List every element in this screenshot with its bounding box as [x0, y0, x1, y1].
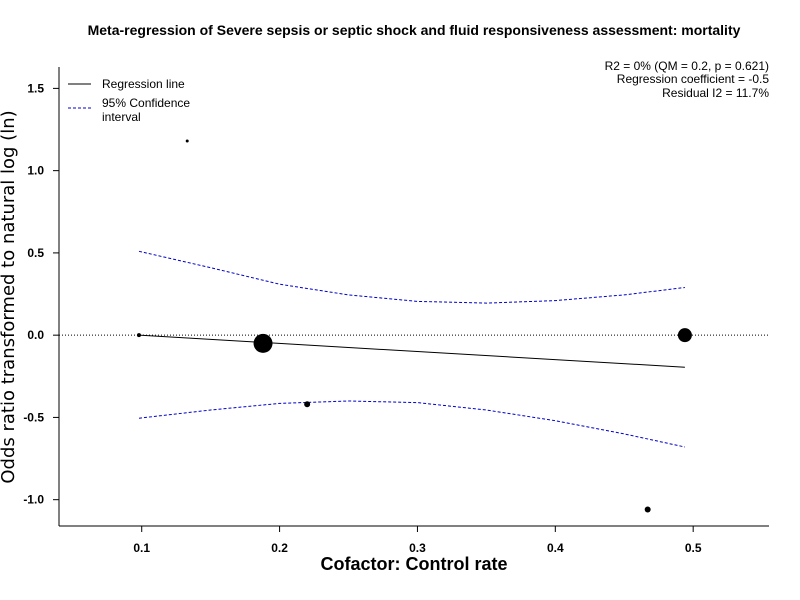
legend-ci-label-line1: 95% Confidence	[102, 96, 190, 110]
y-tick-label: 1.5	[27, 81, 44, 95]
x-tick-label: 0.5	[685, 541, 702, 555]
ci-lower-curve	[138, 400, 686, 448]
ci-upper-curve	[138, 250, 685, 304]
legend-ci-label-line2: interval	[102, 110, 141, 124]
x-tick-label: 0.4	[547, 541, 564, 555]
y-tick-label: -0.5	[23, 410, 44, 424]
regression-line	[138, 334, 685, 368]
stats-regression-coefficient: Regression coefficient = -0.5	[617, 72, 770, 86]
stats-r2: R2 = 0% (QM = 0.2, p = 0.621)	[605, 59, 769, 73]
y-axis-title: Odds ratio transformed to natural log (l…	[0, 110, 19, 483]
study-point	[644, 506, 651, 513]
y-tick-label: -1.0	[23, 493, 44, 507]
study-point	[677, 328, 692, 343]
y-tick-label: 0.5	[27, 246, 44, 260]
chart-title: Meta-regression of Severe sepsis or sept…	[88, 22, 741, 38]
y-tick-label: 0.0	[27, 328, 44, 342]
x-tick-label: 0.2	[271, 541, 288, 555]
study-points	[136, 139, 692, 513]
x-axis-title: Cofactor: Control rate	[320, 554, 507, 574]
study-point	[185, 139, 189, 143]
x-tick-label: 0.3	[409, 541, 426, 555]
y-tick-label: 1.0	[27, 164, 44, 178]
x-ticks: 0.1 0.2 0.3 0.4 0.5	[133, 526, 702, 555]
legend: Regression line 95% Confidence interval	[68, 77, 190, 124]
study-point	[253, 333, 273, 353]
x-tick-label: 0.1	[133, 541, 150, 555]
legend-regression-label: Regression line	[102, 77, 185, 91]
y-ticks: 1.5 1.0 0.5 0.0 -0.5 -1.0	[23, 81, 59, 507]
study-point	[136, 333, 141, 338]
stats-residual-i2: Residual I2 = 11.7%	[662, 86, 769, 100]
study-point	[304, 401, 311, 408]
